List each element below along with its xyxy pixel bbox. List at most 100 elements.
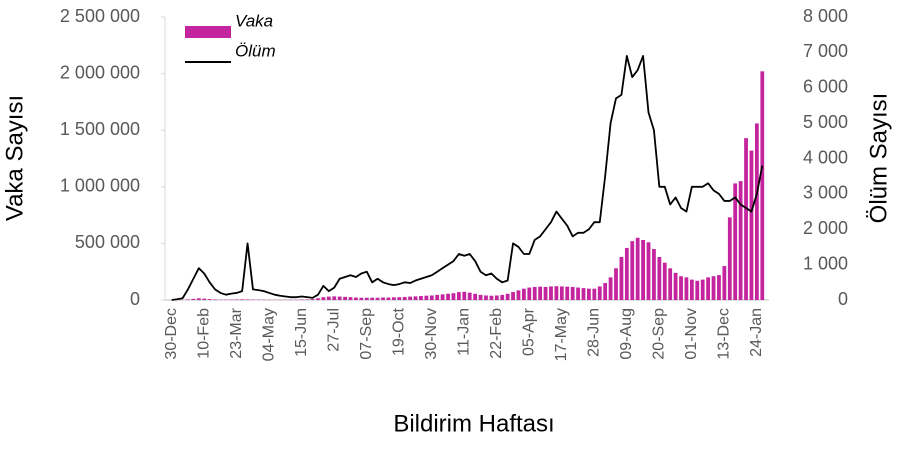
x-tick-label: 27-Jul bbox=[325, 308, 342, 352]
y2-tick-label: 1 000 bbox=[803, 253, 848, 273]
y2-tick-label: 4 000 bbox=[803, 147, 848, 167]
bar bbox=[451, 293, 456, 300]
bar bbox=[738, 181, 743, 300]
x-tick-label: 15-Jun bbox=[293, 308, 310, 357]
line bbox=[171, 55, 764, 301]
y2-tick-label: 7 000 bbox=[803, 41, 848, 61]
bar bbox=[321, 297, 326, 300]
bar bbox=[543, 286, 548, 300]
bar bbox=[722, 266, 727, 300]
bar bbox=[706, 277, 711, 300]
bar bbox=[505, 293, 510, 300]
bar bbox=[435, 294, 440, 300]
bar bbox=[332, 296, 337, 300]
bar bbox=[760, 71, 765, 300]
bar bbox=[717, 275, 721, 300]
bar bbox=[635, 237, 640, 300]
bar bbox=[207, 299, 212, 300]
bar bbox=[234, 299, 239, 300]
bar bbox=[527, 287, 532, 300]
bar bbox=[202, 298, 207, 300]
bar bbox=[749, 150, 754, 300]
y-tick-label: 1 500 000 bbox=[60, 119, 140, 139]
x-tick-label: 01-Nov bbox=[683, 308, 700, 360]
bar bbox=[348, 297, 353, 300]
bar bbox=[727, 217, 732, 300]
bar bbox=[213, 299, 217, 300]
x-tick-label: 07-Sep bbox=[358, 308, 375, 360]
bar bbox=[397, 297, 402, 300]
bar bbox=[484, 295, 488, 300]
bar bbox=[516, 290, 521, 300]
bar bbox=[310, 299, 315, 300]
bar bbox=[754, 123, 759, 301]
bar bbox=[570, 286, 575, 300]
bar bbox=[603, 283, 608, 300]
x-tick-label: 09-Aug bbox=[618, 308, 635, 360]
bar bbox=[538, 286, 543, 300]
bar bbox=[733, 183, 738, 300]
bar bbox=[679, 276, 683, 300]
bar bbox=[511, 292, 515, 300]
y-tick-label: 2 000 000 bbox=[60, 62, 140, 82]
y-tick-label: 500 000 bbox=[75, 232, 140, 252]
bar bbox=[245, 299, 250, 300]
bar bbox=[500, 294, 505, 300]
bar bbox=[354, 297, 358, 300]
x-tick-label: 22-Feb bbox=[488, 308, 505, 359]
legend-swatch bbox=[185, 26, 231, 38]
y2-tick-label: 3 000 bbox=[803, 183, 848, 203]
legend-label: Vaka bbox=[235, 11, 273, 30]
bar bbox=[597, 286, 602, 300]
bar bbox=[240, 299, 245, 300]
bar bbox=[370, 297, 375, 300]
bar bbox=[619, 256, 624, 300]
bar bbox=[473, 293, 478, 300]
y2-tick-label: 6 000 bbox=[803, 77, 848, 97]
bar bbox=[646, 242, 651, 300]
bar bbox=[684, 277, 689, 300]
bar bbox=[494, 295, 499, 300]
bar bbox=[408, 296, 413, 300]
bar bbox=[316, 298, 320, 300]
bar bbox=[576, 287, 580, 300]
bar bbox=[592, 288, 597, 300]
bar bbox=[624, 247, 629, 300]
x-axis-title: Bildirim Haftası bbox=[393, 410, 554, 437]
bar bbox=[608, 277, 613, 300]
bar bbox=[391, 297, 396, 300]
bar bbox=[191, 298, 196, 300]
bar bbox=[359, 297, 364, 300]
bar bbox=[630, 241, 635, 300]
x-tick-label: 20-Sep bbox=[651, 308, 668, 360]
bar bbox=[467, 292, 472, 300]
bar bbox=[402, 296, 407, 300]
bar bbox=[419, 296, 423, 300]
bar bbox=[446, 293, 450, 300]
y-tick-label: 0 bbox=[130, 289, 140, 309]
bar bbox=[305, 299, 310, 300]
bar bbox=[456, 292, 461, 300]
x-tick-label: 30-Nov bbox=[423, 308, 440, 360]
y2-tick-label: 0 bbox=[838, 289, 848, 309]
bar bbox=[673, 272, 678, 300]
bar bbox=[489, 295, 494, 300]
y2-tick-label: 8 000 bbox=[803, 6, 848, 26]
x-tick-label: 17-May bbox=[553, 308, 570, 361]
bar bbox=[381, 297, 385, 300]
bar bbox=[652, 249, 656, 300]
bar bbox=[521, 288, 526, 300]
x-tick-label: 13-Dec bbox=[716, 308, 733, 360]
y-tick-label: 2 500 000 bbox=[60, 6, 140, 26]
bar bbox=[429, 295, 434, 300]
bar bbox=[700, 279, 705, 300]
bar bbox=[711, 276, 716, 300]
x-tick-label: 23-Mar bbox=[228, 307, 245, 358]
bar bbox=[337, 296, 342, 300]
bar bbox=[695, 280, 700, 300]
bar bbox=[375, 297, 380, 300]
x-tick-label: 19-Oct bbox=[390, 307, 407, 356]
bar bbox=[657, 256, 662, 300]
legend-label: Ölüm bbox=[235, 41, 276, 60]
